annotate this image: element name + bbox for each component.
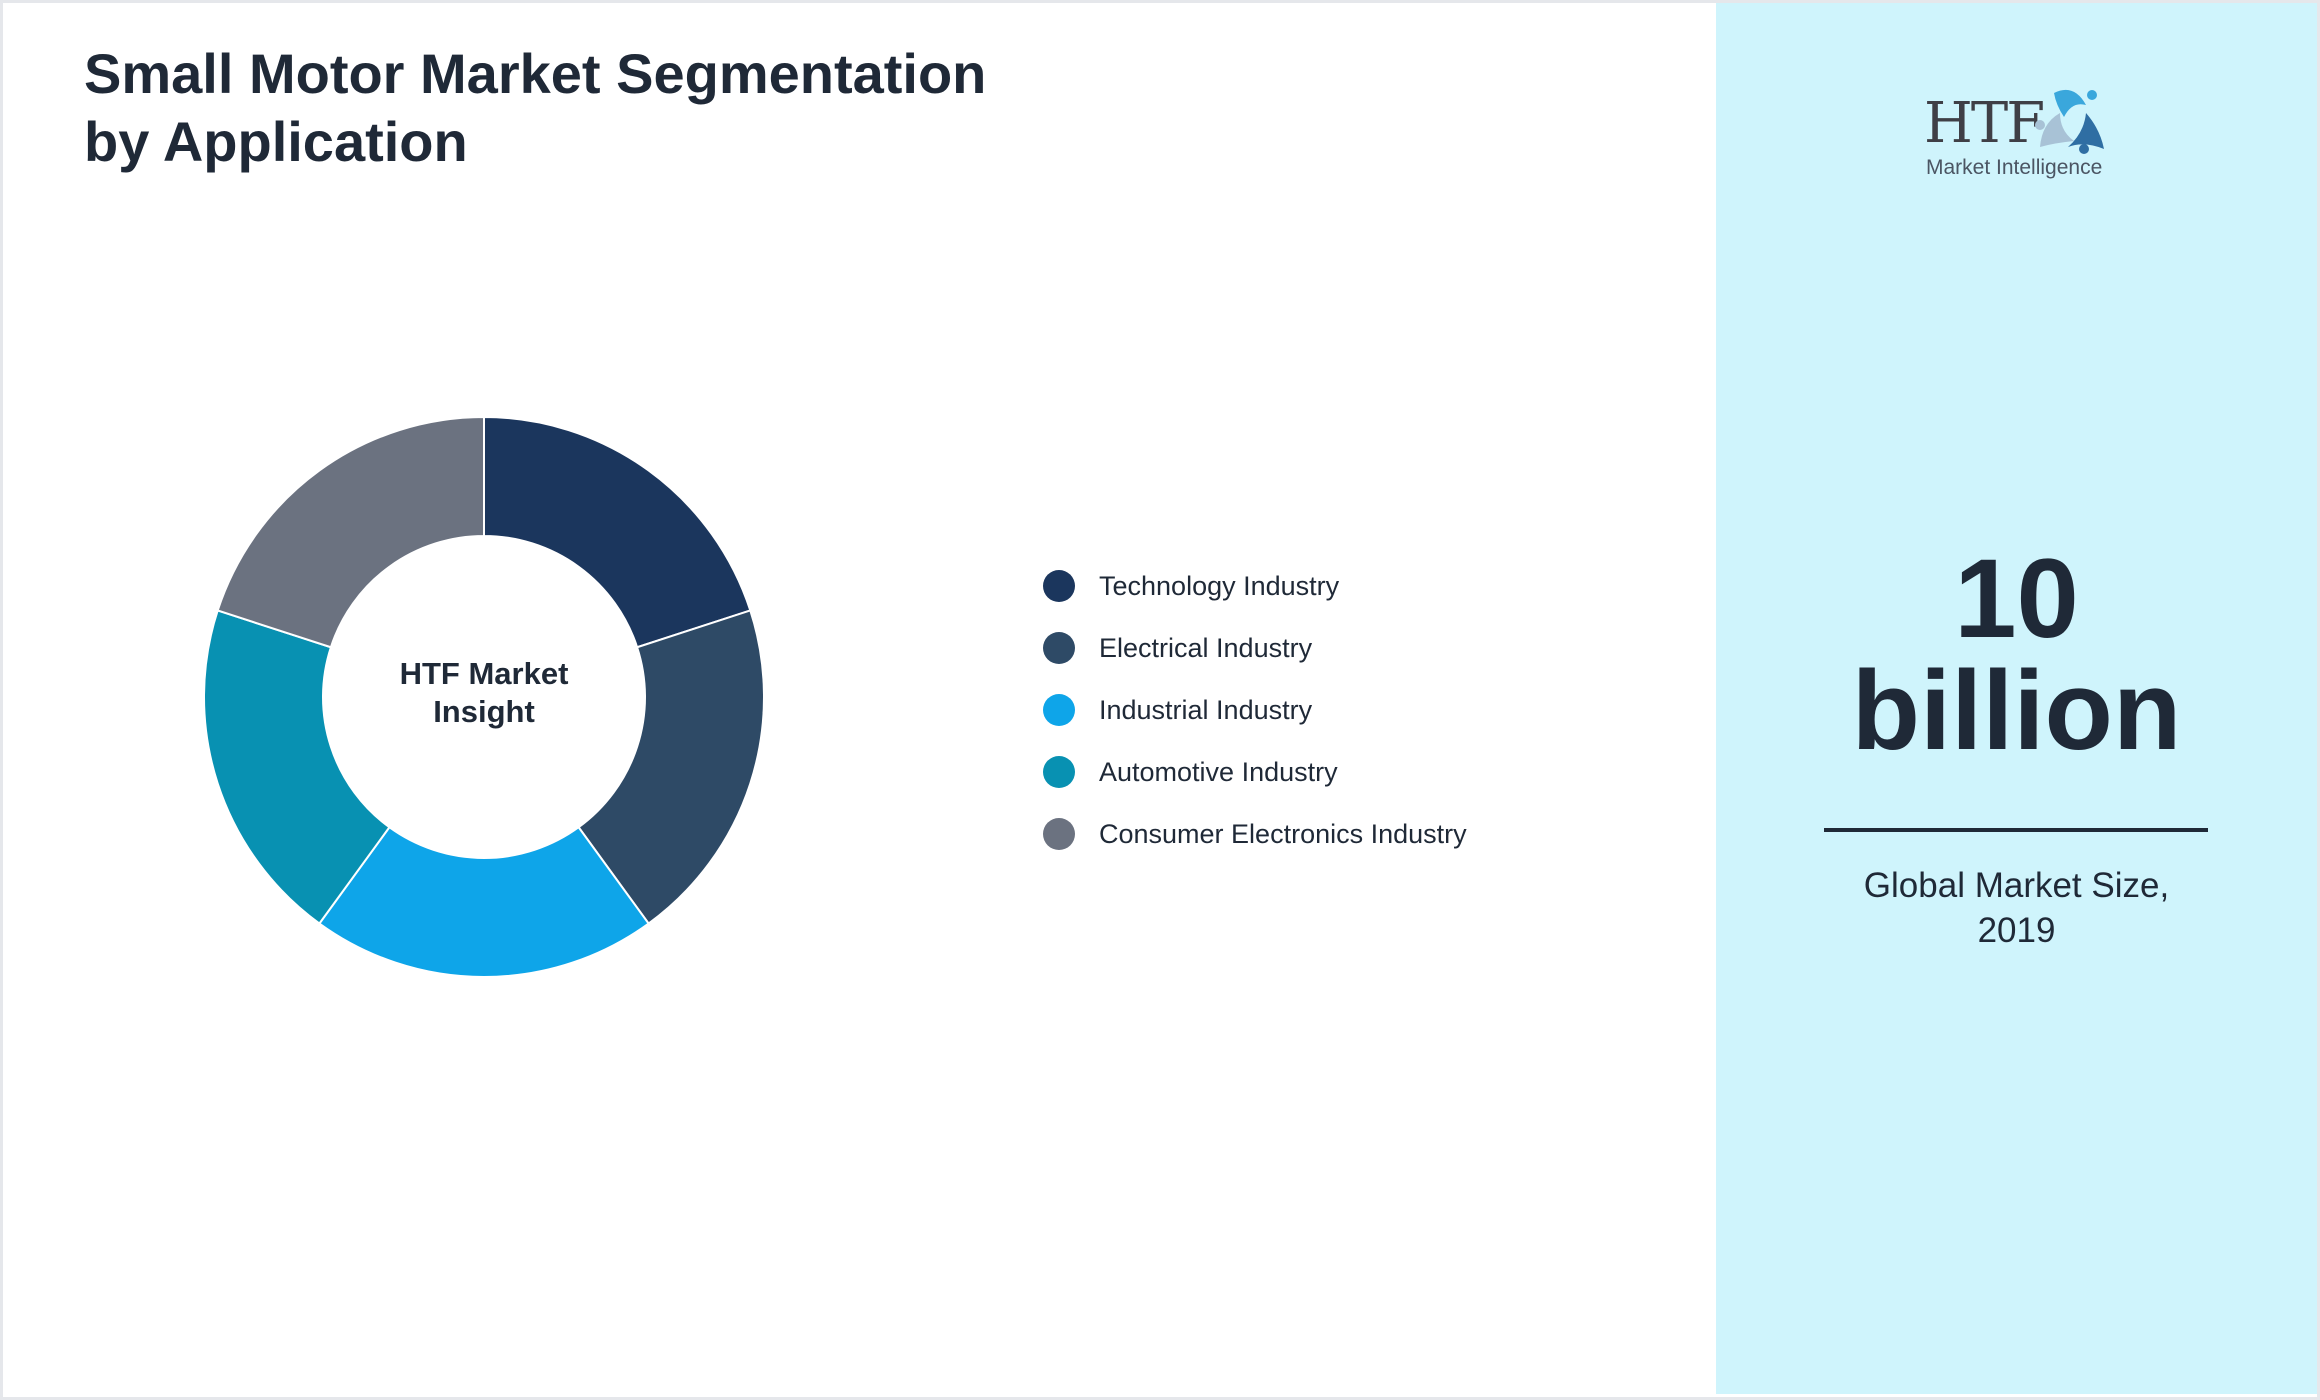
donut-center-label: HTF Market Insight [384,655,584,731]
center-label-line-1: HTF Market [399,656,569,691]
legend-label: Consumer Electronics Industry [1099,818,1467,849]
legend-dot-icon [1043,570,1075,602]
market-size-caption: Global Market Size, 2019 [1716,863,2317,953]
legend-label: Automotive Industry [1099,756,1338,787]
market-size-value: 10 billion [1716,543,2317,767]
legend-dot-icon [1043,632,1075,664]
donut-slice-electrical-industry [577,609,765,925]
logo-text: HTF [1924,91,2045,156]
legend-dot-icon [1043,756,1075,788]
title-line-2: by Application [84,110,468,173]
legend-label: Electrical Industry [1099,632,1313,663]
donut-slice-consumer-electronics-industry [216,415,485,649]
legend-dot-icon [1043,694,1075,726]
logo-figures-icon [2035,89,2104,154]
donut-slice-industrial-industry [318,825,650,979]
legend-label: Technology Industry [1099,570,1340,601]
legend-item: Consumer Electronics Industry [1043,803,1467,865]
market-size-panel: HTF Market Intelligence 10 billion Globa… [1716,3,2317,1394]
title-line-1: Small Motor Market Segmentation [84,42,987,105]
caption-line-1: Global Market Size, [1863,866,2170,905]
legend-item: Electrical Industry [1043,617,1467,679]
divider [1824,828,2208,832]
chart-legend: Technology Industry Electrical Industry In… [1043,555,1467,865]
donut-chart [203,415,765,979]
legend-item: Technology Industry [1043,555,1467,617]
legend-label: Industrial Industry [1099,694,1313,725]
page-title: Small Motor Market Segmentation by Appli… [84,40,1084,176]
donut-slice-technology-industry [483,415,752,649]
center-label-line-2: Insight [433,694,535,729]
logo-subtext: Market Intelligence [1926,156,2103,179]
market-size-number: 10 [1954,536,2079,661]
htf-logo: HTF Market Intelligence [1924,81,2104,185]
market-size-unit: billion [1851,648,2182,773]
donut-slice-automotive-industry [203,609,391,925]
legend-item: Industrial Industry [1043,679,1467,741]
legend-dot-icon [1043,818,1075,850]
legend-item: Automotive Industry [1043,741,1467,803]
caption-line-2: 2019 [1977,911,2056,950]
